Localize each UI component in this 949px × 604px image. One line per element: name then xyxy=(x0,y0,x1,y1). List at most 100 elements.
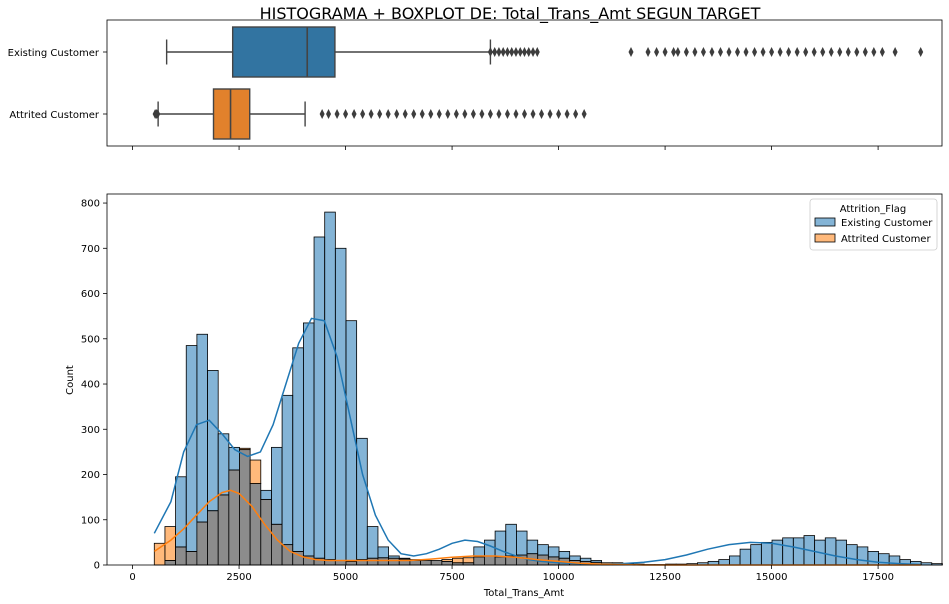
histogram-panel: 0 2500 5000 7500 10000 12500 15000 17500 0 100 20… xyxy=(65,193,943,599)
box-outlier-attrited xyxy=(334,109,340,119)
box-outlier-existing xyxy=(700,47,706,57)
hist-bar-existing xyxy=(516,530,528,556)
box-outlier-existing xyxy=(786,47,792,57)
box-outlier-existing xyxy=(918,47,924,57)
box-ytick-label-existing: Existing Customer xyxy=(8,48,100,59)
hist-bar-overlap xyxy=(420,560,432,566)
hist-bar-attrited xyxy=(462,557,475,564)
hist-xtick-label: 5000 xyxy=(333,572,358,583)
box-outlier-existing xyxy=(671,47,677,57)
hist-ytick-label: 700 xyxy=(81,244,100,255)
hist-bar-overlap xyxy=(377,557,389,566)
hist-bar-existing xyxy=(569,555,581,561)
legend-label-existing: Existing Customer xyxy=(841,218,933,229)
box-outlier-attrited xyxy=(581,109,587,119)
hist-bar-existing xyxy=(505,523,517,557)
hist-bar-overlap xyxy=(441,560,453,566)
box-outlier-existing xyxy=(769,47,775,57)
hist-bar-existing xyxy=(729,555,741,566)
box-outlier-existing xyxy=(871,47,877,57)
hist-bar-existing xyxy=(590,560,603,563)
hist-bar-existing xyxy=(782,537,794,566)
box-outlier-existing xyxy=(654,47,660,57)
box-outlier-existing xyxy=(628,47,634,57)
box-outlier-attrited xyxy=(539,109,545,119)
box-outlier-existing xyxy=(534,47,540,57)
hist-bar-attrited xyxy=(441,559,453,562)
box-outlier-attrited xyxy=(428,109,434,119)
box-outlier-attrited xyxy=(402,109,408,119)
box-outlier-existing xyxy=(879,47,885,57)
box-outlier-attrited xyxy=(436,109,442,119)
box-outlier-existing xyxy=(777,47,783,57)
box-outlier-existing xyxy=(752,47,758,57)
box-outlier-existing xyxy=(717,47,723,57)
box-outlier-existing xyxy=(675,47,681,57)
hist-bar-overlap xyxy=(281,544,294,566)
box-outlier-attrited xyxy=(573,109,579,119)
hist-bar-existing xyxy=(217,433,230,496)
box-outlier-attrited xyxy=(343,109,349,119)
hist-bar-existing xyxy=(760,541,773,566)
hist-ytick-label: 400 xyxy=(81,380,100,391)
box-outlier-existing xyxy=(509,47,515,57)
hist-bar-existing xyxy=(739,548,752,566)
box-outlier-attrited xyxy=(479,109,485,119)
hist-bar-existing xyxy=(175,476,187,548)
box-outlier-attrited xyxy=(496,109,502,119)
hist-bar-existing xyxy=(526,539,539,555)
kde-line-existing xyxy=(153,317,921,566)
box-outlier-attrited xyxy=(394,109,400,119)
box-outlier-existing xyxy=(517,47,523,57)
hist-bar-existing xyxy=(366,526,379,559)
hist-bar-overlap xyxy=(473,556,485,566)
box-iqr-existing xyxy=(231,26,336,78)
box-outlier-existing xyxy=(837,47,843,57)
hist-ytick-label: 600 xyxy=(81,289,100,300)
hist-bar-overlap xyxy=(185,551,198,566)
box-outlier-existing xyxy=(496,47,502,57)
hist-bar-overlap xyxy=(484,555,496,566)
hist-bar-existing xyxy=(750,544,762,566)
hist-bar-existing xyxy=(356,437,368,560)
box-outlier-existing xyxy=(828,47,834,57)
hist-bar-overlap xyxy=(239,449,251,566)
histogram-frame xyxy=(106,193,943,566)
box-outlier-existing xyxy=(645,47,651,57)
legend: Attrition_Flag Existing Customer Attrite… xyxy=(809,198,938,251)
box-outlier-existing xyxy=(500,47,506,57)
box-outlier-existing xyxy=(803,47,809,57)
hist-xtick-label: 7500 xyxy=(439,572,464,583)
box-outlier-attrited xyxy=(530,109,536,119)
box-outlier-existing xyxy=(683,47,689,57)
hist-bar-existing xyxy=(494,530,507,558)
box-outlier-existing xyxy=(692,47,698,57)
hist-ytick-label: 800 xyxy=(81,199,100,210)
legend-label-attrited: Attrited Customer xyxy=(841,234,931,245)
box-outlier-attrited xyxy=(556,109,562,119)
box-outlier-existing xyxy=(726,47,732,57)
box-outlier-existing xyxy=(735,47,741,57)
hist-bar-overlap xyxy=(228,469,240,566)
hist-bar-existing xyxy=(292,347,304,552)
box-outlier-existing xyxy=(487,47,493,57)
chart-title: HISTOGRAMA + BOXPLOT DE: Total_Trans_Amt… xyxy=(260,4,761,24)
box-outlier-existing xyxy=(504,47,510,57)
hist-bar-existing xyxy=(388,555,400,559)
box-outlier-existing xyxy=(492,47,498,57)
box-outlier-existing xyxy=(892,47,898,57)
box-outlier-attrited xyxy=(522,109,527,119)
hist-bar-overlap xyxy=(207,510,219,566)
box-outlier-attrited xyxy=(504,109,510,119)
box-outlier-attrited xyxy=(155,109,161,119)
box-outlier-attrited xyxy=(470,109,476,119)
hist-ytick-label: 100 xyxy=(81,515,100,526)
box-outlier-attrited xyxy=(487,109,493,119)
box-outlier-existing xyxy=(513,47,519,57)
box-outlier-existing xyxy=(526,47,532,57)
hist-bar-overlap xyxy=(249,483,262,566)
box-outlier-existing xyxy=(530,47,536,57)
box-outlier-existing xyxy=(522,47,527,57)
hist-bar-existing xyxy=(324,211,336,560)
box-outlier-attrited xyxy=(377,109,383,119)
